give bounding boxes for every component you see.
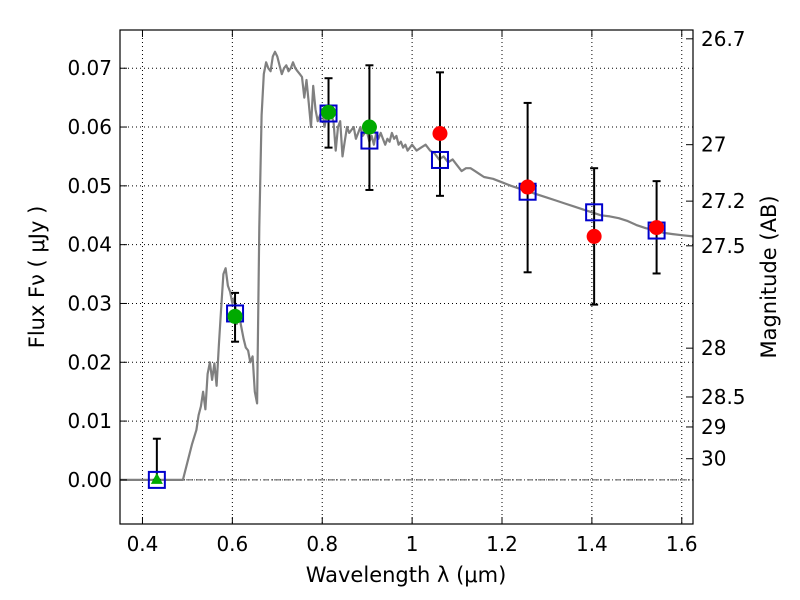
- x-tick-label: 1: [406, 532, 419, 556]
- x-tick-label: 1.4: [576, 532, 608, 556]
- x-tick-label: 0.6: [216, 532, 248, 556]
- y2-tick-label: 27.5: [701, 234, 746, 258]
- observed-flux-point: [520, 179, 536, 195]
- y-tick-label: 0.01: [67, 409, 112, 433]
- y2-tick-label: 29: [701, 415, 726, 439]
- y2-tick-label: 27.2: [701, 189, 746, 213]
- observed-flux-point: [432, 126, 448, 142]
- y-tick-label: 0.05: [67, 174, 112, 198]
- plot-frame: [119, 29, 694, 525]
- x-tick-label: 1.6: [666, 532, 698, 556]
- y2-tick-label: 27: [701, 133, 726, 157]
- upper-limit-marker: [150, 472, 163, 484]
- y-tick-label: 0.03: [67, 291, 112, 315]
- observed-flux-point: [227, 308, 243, 324]
- observed-flux-point: [586, 228, 602, 244]
- markers: [147, 104, 666, 489]
- y-axis-title: Flux Fν ( μJy ): [25, 206, 49, 349]
- plot-background: [120, 30, 693, 524]
- y2-tick-label: 30: [701, 447, 726, 471]
- observed-flux-point: [649, 220, 665, 236]
- model-flux-marker: [430, 150, 449, 169]
- x-tick-label: 1.2: [486, 532, 518, 556]
- y2-tick-label: 26.7: [701, 27, 746, 51]
- axis-ticks: 0.4 0.6 0.8 1 1.2 1.4 1.6 0.00 0.01 0.02 0.03 0.04 0…: [67, 27, 745, 556]
- y2-tick-label: 28.5: [701, 385, 746, 409]
- model-flux-marker: [585, 203, 604, 222]
- y-tick-label: 0.00: [67, 468, 112, 492]
- x-axis-title: Wavelength λ (μm): [306, 563, 507, 587]
- model-flux-marker: [147, 470, 166, 489]
- y-tick-label: 0.02: [67, 350, 112, 374]
- y-tick-label: 0.04: [67, 233, 112, 257]
- y-tick-label: 0.06: [67, 115, 112, 139]
- x-tick-label: 0.4: [127, 532, 159, 556]
- x-tick-label: 0.8: [306, 532, 338, 556]
- y2-axis-title: Magnitude (AB): [757, 195, 781, 358]
- y2-tick-label: 28: [701, 336, 726, 360]
- observed-flux-point: [321, 104, 337, 120]
- y-tick-label: 0.07: [67, 56, 112, 80]
- observed-flux-point: [361, 119, 377, 135]
